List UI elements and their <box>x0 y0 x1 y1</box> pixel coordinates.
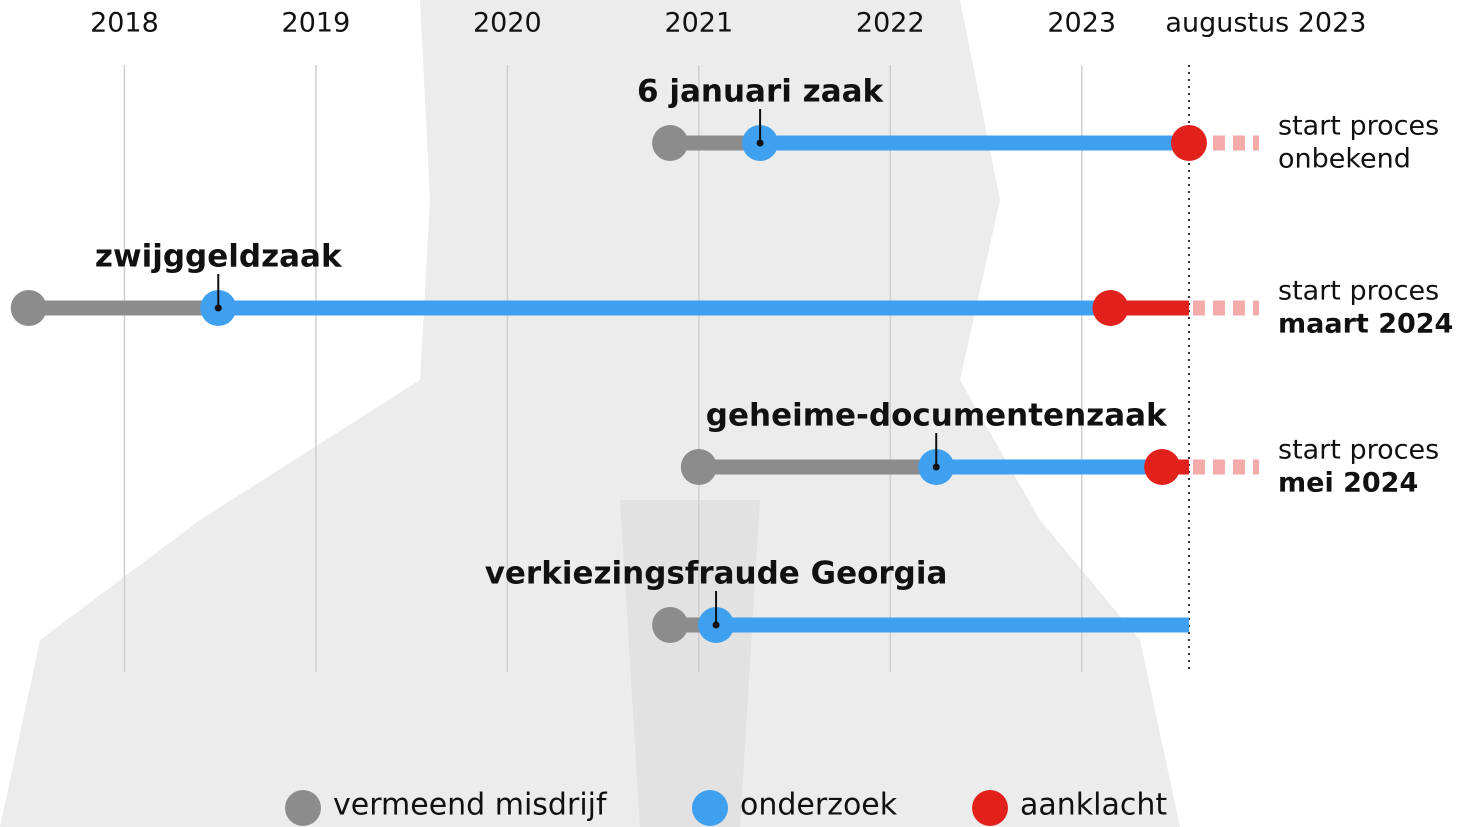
silhouette-tie <box>620 500 760 827</box>
chart: 2018 2019 2020 2021 2022 2023 augustus 2023 sta… <box>0 0 1457 827</box>
outcome-label: mei 2024 <box>1278 468 1418 499</box>
x-tick-label: 2021 <box>664 8 733 39</box>
misdrijf-dot <box>681 449 717 485</box>
aanklacht-dot <box>1144 449 1180 485</box>
pointer-dot <box>757 140 764 147</box>
x-tick-label: 2018 <box>90 8 159 39</box>
misdrijf-dot <box>652 125 688 161</box>
pointer-dot <box>215 305 222 312</box>
x-tick-label: 2022 <box>856 8 925 39</box>
aanklacht-dot <box>1092 290 1128 326</box>
outcome-label: start proces <box>1278 435 1439 466</box>
pointer-dot <box>713 622 720 629</box>
misdrijf-dot <box>11 290 47 326</box>
legend-label: aanklacht <box>1020 788 1167 823</box>
case-title: verkiezingsfraude Georgia <box>485 556 948 592</box>
legend-dot <box>285 790 321 826</box>
x-tick-label: 2020 <box>473 8 542 39</box>
legend-dot <box>972 790 1008 826</box>
case-title: geheime-documentenzaak <box>706 398 1168 434</box>
case-title: 6 januari zaak <box>637 74 885 110</box>
outcome-label: start proces <box>1278 111 1439 142</box>
outcome-label: start proces <box>1278 276 1439 307</box>
aanklacht-dot <box>1171 125 1207 161</box>
outcome-label: maart 2024 <box>1278 309 1453 340</box>
legend-label: vermeend misdrijf <box>333 788 608 823</box>
pointer-dot <box>933 464 940 471</box>
legend-label: onderzoek <box>740 788 898 823</box>
legend-dot <box>692 790 728 826</box>
outcome-label: onbekend <box>1278 144 1411 175</box>
misdrijf-dot <box>652 607 688 643</box>
x-tick-label: 2023 <box>1047 8 1116 39</box>
case-title: zwijggeldzaak <box>95 239 343 275</box>
page: 2018 2019 2020 2021 2022 2023 augustus 2023 sta… <box>0 0 1457 827</box>
x-tick-label: 2019 <box>282 8 351 39</box>
now-label: augustus 2023 <box>1165 8 1366 39</box>
